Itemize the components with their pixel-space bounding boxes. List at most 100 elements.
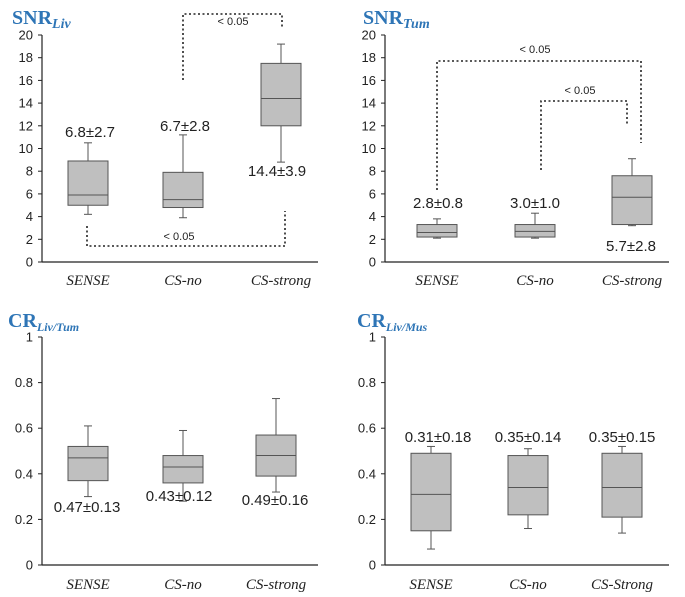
chart-panel: SNRLiv 0 2 4 6 8 10 12 14 16 18 20 SENSE CS-no CS-stro… xyxy=(12,7,318,289)
x-category-label: CS-strong xyxy=(602,273,663,289)
y-tick-label: 8 xyxy=(369,164,376,179)
stat-annotation: 5.7±2.8 xyxy=(606,238,656,255)
y-tick-label: 4 xyxy=(26,209,33,224)
box-plot xyxy=(410,445,452,550)
stat-annotation: 0.47±0.13 xyxy=(54,499,121,516)
y-tick-label: 0.6 xyxy=(15,421,33,436)
box-iqr xyxy=(260,62,302,127)
stat-annotation: 6.8±2.7 xyxy=(65,124,115,141)
stat-annotation: 0.35±0.15 xyxy=(589,429,656,446)
box-iqr xyxy=(507,455,549,516)
panel-title: SNRLiv xyxy=(12,7,71,32)
panel-title-main: SNR xyxy=(12,7,53,29)
box-plot xyxy=(67,425,109,498)
box-plot xyxy=(255,398,297,493)
box-iqr xyxy=(162,171,204,209)
panel-title-subscript: Tum xyxy=(403,17,430,32)
y-tick-label: 10 xyxy=(19,141,33,156)
panel-title-subscript: Liv/Tum xyxy=(36,320,79,334)
y-tick-label: 2 xyxy=(369,232,376,247)
y-tick-label: 0 xyxy=(369,558,376,573)
box-iqr xyxy=(601,452,643,518)
x-category-label: CS-no xyxy=(164,577,202,593)
box-plot xyxy=(507,448,549,530)
x-category-label: SENSE xyxy=(66,273,109,289)
y-tick-label: 16 xyxy=(362,73,376,88)
y-tick-label: 10 xyxy=(362,141,376,156)
y-tick-label: 0.2 xyxy=(358,512,376,527)
y-tick-label: 16 xyxy=(19,73,33,88)
significance-label: < 0.05 xyxy=(520,44,551,56)
panel-title-subscript: Liv/Mus xyxy=(385,320,428,334)
x-category-label: CS-no xyxy=(516,273,554,289)
y-tick-label: 1 xyxy=(369,330,376,345)
stat-annotation: 0.43±0.12 xyxy=(146,488,213,505)
x-category-label: SENSE xyxy=(409,577,452,593)
x-category-label: CS-strong xyxy=(246,577,307,593)
y-tick-label: 0.4 xyxy=(15,466,33,481)
significance-label: < 0.05 xyxy=(565,85,596,97)
y-tick-label: 0.2 xyxy=(15,512,33,527)
y-tick-label: 0 xyxy=(369,255,376,270)
significance-bracket xyxy=(182,13,283,80)
y-tick-label: 0 xyxy=(26,255,33,270)
panel-title-subscript: Liv xyxy=(51,17,71,32)
x-category-label: CS-no xyxy=(509,577,547,593)
panel-title: SNRTum xyxy=(363,7,430,32)
y-tick-label: 18 xyxy=(19,50,33,65)
box-plot xyxy=(601,445,643,534)
y-tick-label: 20 xyxy=(19,28,33,43)
y-tick-label: 2 xyxy=(26,232,33,247)
box-iqr xyxy=(514,224,556,238)
y-tick-label: 12 xyxy=(19,118,33,133)
chart-panel: SNRTum 0 2 4 6 8 10 12 14 16 18 20 SENSE CS-no CS-stro… xyxy=(362,7,669,289)
stat-annotation: 6.7±2.8 xyxy=(160,118,210,135)
significance-label: < 0.05 xyxy=(218,16,249,28)
box-iqr xyxy=(410,452,452,532)
y-tick-label: 1 xyxy=(26,330,33,345)
box-plot xyxy=(162,134,204,219)
panel-title-main: CR xyxy=(357,310,386,332)
box-iqr xyxy=(611,175,653,226)
y-tick-label: 0 xyxy=(26,558,33,573)
panel-title: CRLiv/Tum xyxy=(8,310,79,334)
x-category-label: CS-Strong xyxy=(591,577,653,593)
panel-title: CRLiv/Mus xyxy=(357,310,428,334)
significance-bracket xyxy=(86,211,286,247)
x-category-label: CS-strong xyxy=(251,273,312,289)
box-plot xyxy=(514,212,556,239)
y-tick-label: 14 xyxy=(19,96,33,111)
x-category-label: SENSE xyxy=(66,577,109,593)
y-tick-label: 0.8 xyxy=(358,375,376,390)
box-iqr xyxy=(162,455,204,484)
x-category-label: SENSE xyxy=(415,273,458,289)
y-tick-label: 14 xyxy=(362,96,376,111)
box-iqr xyxy=(67,160,109,206)
significance-label: < 0.05 xyxy=(164,231,195,243)
y-tick-label: 0.8 xyxy=(15,375,33,390)
y-tick-label: 12 xyxy=(362,118,376,133)
stat-annotation: 0.35±0.14 xyxy=(495,429,562,446)
box-plot xyxy=(611,158,653,227)
chart-panel: CRLiv/Mus 0 0.2 0.4 0.6 0.8 1 SENSE CS-no CS-Stro… xyxy=(357,310,669,593)
stat-annotation: 0.31±0.18 xyxy=(405,429,472,446)
stat-annotation: 14.4±3.9 xyxy=(248,163,306,180)
y-tick-label: 8 xyxy=(26,164,33,179)
panel-title-main: CR xyxy=(8,310,37,332)
box-plot xyxy=(67,142,109,215)
box-plot xyxy=(260,43,302,163)
panel-title-main: SNR xyxy=(363,7,404,29)
y-tick-label: 6 xyxy=(26,186,33,201)
y-tick-label: 0.6 xyxy=(358,421,376,436)
box-iqr xyxy=(67,445,109,482)
stat-annotation: 0.49±0.16 xyxy=(242,492,309,509)
y-tick-label: 20 xyxy=(362,28,376,43)
y-tick-label: 4 xyxy=(369,209,376,224)
stat-annotation: 2.8±0.8 xyxy=(413,195,463,212)
box-iqr xyxy=(416,224,458,238)
x-category-label: CS-no xyxy=(164,273,202,289)
significance-bracket xyxy=(540,100,628,170)
significance-bracket xyxy=(436,60,642,190)
stat-annotation: 3.0±1.0 xyxy=(510,195,560,212)
